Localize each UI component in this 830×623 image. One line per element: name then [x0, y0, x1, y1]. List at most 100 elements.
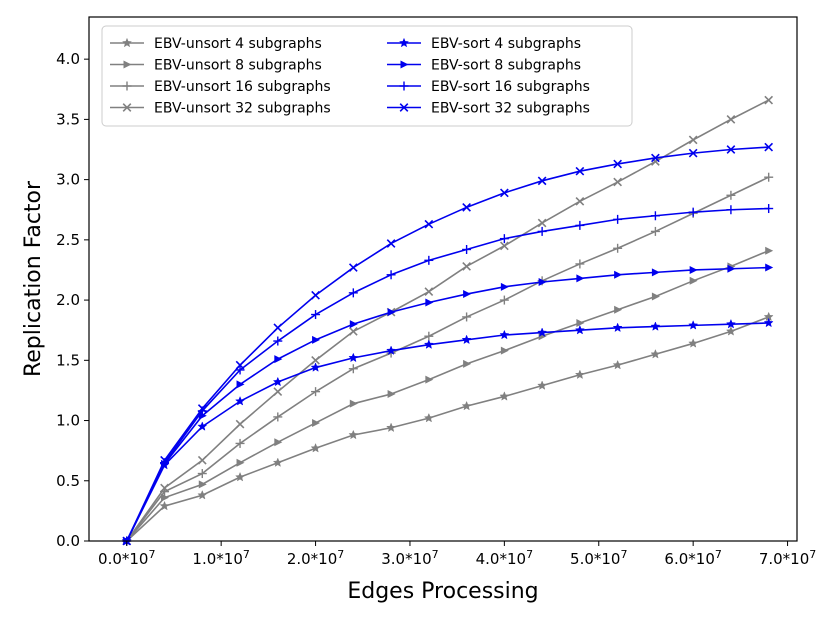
data-point: [273, 412, 283, 422]
data-point: [765, 246, 774, 255]
data-point: [312, 418, 321, 427]
data-point: [349, 320, 358, 329]
data-point: [423, 339, 434, 349]
x-tick-label: 4.0*107: [476, 548, 533, 568]
data-point: [688, 148, 698, 158]
data-point: [273, 387, 283, 396]
data-point: [500, 346, 509, 355]
y-tick-label: 0.0: [56, 532, 80, 550]
data-point: [386, 270, 396, 280]
y-tick-label: 2.0: [56, 291, 80, 309]
data-point: [311, 290, 320, 300]
x-tick-label: 1.0*107: [192, 548, 249, 568]
data-point: [235, 438, 245, 448]
y-tick-label: 3.0: [56, 171, 80, 189]
legend-item: EBV-unsort 4 subgraphs: [110, 36, 322, 52]
data-point: [424, 255, 434, 265]
data-point: [159, 500, 170, 511]
data-point: [574, 324, 585, 335]
series-line: [126, 322, 769, 542]
x-axis: 0.0*107 1.0*107 2.0*107 3.0*107 4.0*107 5.0*1…: [98, 541, 816, 568]
series-layer: [121, 95, 774, 546]
data-point: [763, 317, 774, 328]
data-point: [235, 360, 245, 370]
data-point: [160, 483, 169, 493]
data-point: [348, 352, 359, 363]
data-point: [537, 380, 548, 390]
data-point: [161, 493, 170, 502]
data-point: [575, 259, 585, 269]
data-point: [160, 455, 169, 465]
data-point: [727, 264, 736, 273]
data-point: [386, 239, 396, 248]
data-point: [310, 442, 321, 453]
legend-label: EBV-unsort 32 subgraphs: [154, 101, 331, 117]
data-point: [311, 310, 321, 320]
legend-label: EBV-sort 4 subgraphs: [431, 36, 581, 52]
data-point: [425, 375, 434, 384]
data-point: [236, 458, 245, 467]
y-tick-label: 0.5: [56, 472, 80, 490]
data-point: [614, 270, 623, 279]
plot-frame: [88, 16, 798, 542]
legend-box: [101, 25, 633, 127]
data-point: [386, 345, 397, 355]
data-point: [499, 295, 509, 305]
data-point: [651, 153, 660, 163]
data-point: [499, 391, 510, 401]
data-point: [387, 390, 396, 399]
data-point: [688, 207, 698, 217]
x-axis-title: Edges Processing: [347, 579, 538, 604]
legend-marker: [398, 37, 410, 48]
data-point: [650, 226, 660, 236]
data-point: [236, 380, 245, 389]
data-point: [235, 471, 246, 482]
data-point: [348, 429, 359, 440]
data-point: [273, 323, 283, 333]
legend-marker: [122, 81, 132, 91]
data-point: [197, 455, 207, 465]
data-point: [424, 287, 434, 297]
data-point: [575, 196, 585, 206]
data-point: [273, 336, 283, 346]
data-point: [274, 355, 283, 364]
data-point: [651, 292, 660, 301]
legend-marker: [121, 37, 133, 48]
legend-label: EBV-sort 16 subgraphs: [431, 79, 590, 95]
data-point: [311, 355, 320, 365]
data-point: [613, 214, 623, 224]
series-8: [122, 142, 774, 546]
legend-item: EBV-unsort 8 subgraphs: [110, 58, 322, 74]
legend-label: EBV-unsort 16 subgraphs: [154, 79, 331, 95]
data-point: [500, 282, 509, 291]
data-point: [235, 365, 245, 375]
series-line: [126, 207, 769, 542]
data-point: [725, 326, 736, 336]
data-point: [311, 387, 321, 397]
data-point: [726, 190, 736, 200]
data-point: [537, 218, 547, 228]
y-axis-title: Replication Factor: [21, 180, 46, 377]
data-point: [462, 202, 471, 212]
series-line: [126, 249, 769, 542]
series-line: [126, 176, 770, 542]
legend-marker: [123, 60, 132, 69]
data-point: [764, 172, 774, 182]
data-point: [651, 268, 660, 277]
data-point: [537, 226, 547, 236]
data-point: [650, 211, 660, 221]
data-point: [499, 234, 509, 244]
legend-label: EBV-sort 32 subgraphs: [431, 101, 590, 117]
legend-label: EBV-unsort 8 subgraphs: [154, 58, 322, 74]
data-point: [764, 142, 774, 152]
data-point: [576, 274, 585, 283]
data-point: [688, 338, 699, 348]
data-point: [650, 321, 661, 331]
data-point: [575, 220, 585, 230]
y-axis: 0.0 0.5 1.0 1.5 2.0 2.5 3.0 3.5 4.0: [56, 50, 89, 550]
data-point: [198, 480, 207, 489]
data-point: [688, 320, 699, 330]
data-point: [197, 469, 207, 479]
data-point: [424, 331, 434, 341]
data-point: [235, 419, 245, 429]
